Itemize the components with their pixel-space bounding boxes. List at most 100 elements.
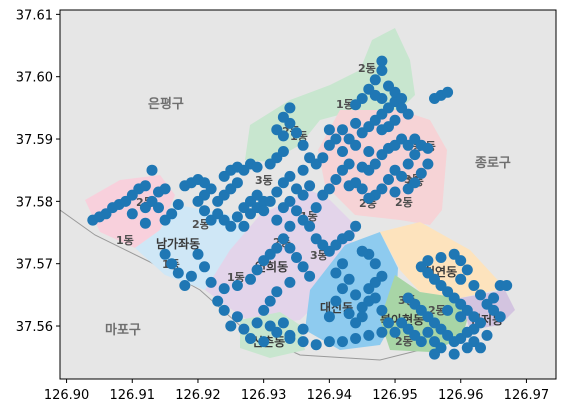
- scatter-point: [304, 180, 316, 192]
- scatter-point: [376, 55, 388, 67]
- scatter-point: [323, 311, 335, 323]
- scatter-point: [310, 339, 322, 351]
- scatter-point: [337, 258, 348, 270]
- scatter-point: [153, 202, 164, 214]
- scatter-point: [93, 211, 105, 223]
- scatter-point: [461, 264, 473, 276]
- scatter-point: [363, 192, 375, 204]
- axes-frame: [59, 9, 557, 380]
- y-tick-label: 37.56: [16, 320, 53, 335]
- scatter-point: [172, 267, 184, 279]
- scatter-point: [343, 308, 355, 320]
- scatter-point: [264, 295, 276, 307]
- scatter-point: [383, 174, 394, 185]
- scatter-point: [475, 342, 486, 354]
- scatter-point: [383, 317, 394, 329]
- scatter-point: [231, 211, 243, 223]
- scatter-point: [343, 133, 355, 145]
- scatter-point: [350, 117, 362, 129]
- map-label-subdistrict: 2동: [395, 196, 413, 209]
- scatter-point: [199, 205, 210, 217]
- scatter-point: [409, 177, 421, 189]
- x-tick-label: 126.96: [438, 388, 484, 403]
- scatter-point: [192, 248, 204, 260]
- scatter-point: [264, 195, 276, 207]
- scatter-point: [363, 329, 375, 341]
- scatter-point: [323, 183, 335, 195]
- y-tick-label: 37.58: [16, 195, 53, 210]
- y-tick-label: 37.59: [16, 133, 53, 148]
- scatter-point: [258, 205, 270, 217]
- scatter-point: [422, 255, 434, 267]
- scatter-point: [330, 295, 342, 307]
- scatter-point: [271, 214, 283, 226]
- scatter-point: [251, 161, 263, 173]
- scatter-point: [356, 245, 368, 257]
- scatter-point: [337, 336, 348, 348]
- scatter-point: [284, 102, 296, 114]
- scatter-point: [494, 311, 506, 323]
- scatter-point: [172, 199, 184, 210]
- map-label-district: 남가좌동: [156, 236, 200, 251]
- scatter-point: [284, 195, 296, 207]
- scatter-point: [455, 255, 467, 267]
- scatter-point: [396, 170, 408, 182]
- scatter-point: [166, 258, 178, 270]
- y-tick-label: 37.57: [16, 258, 53, 273]
- scatter-point: [323, 124, 335, 136]
- map-label-subdistrict: 1동: [116, 234, 134, 247]
- map-label-outer: 마포구: [105, 322, 141, 338]
- x-axis: 126.90 126.91 126.92 126.93 126.94 126.95 126.…: [44, 379, 549, 403]
- x-tick-label: 126.92: [175, 388, 221, 403]
- scatter-point: [317, 152, 329, 164]
- scatter-point: [284, 242, 296, 254]
- scatter-point: [264, 320, 276, 332]
- scatter-point: [277, 146, 289, 157]
- scatter-point: [304, 220, 316, 232]
- scatter-point: [139, 217, 151, 229]
- scatter-point: [218, 283, 230, 295]
- scatter-point: [376, 124, 388, 136]
- x-tick-label: 126.94: [307, 388, 353, 403]
- scatter-point: [376, 65, 388, 76]
- scatter-points: [87, 55, 513, 360]
- scatter-point: [337, 146, 348, 157]
- scatter-point: [271, 124, 283, 136]
- scatter-point: [350, 317, 362, 329]
- scatter-point: [277, 233, 289, 245]
- scatter-point: [291, 127, 302, 139]
- scatter-point: [455, 273, 467, 285]
- scatter-point: [179, 280, 191, 291]
- scatter-point: [159, 248, 171, 260]
- scatter-point: [376, 326, 388, 338]
- scatter-point: [159, 183, 171, 195]
- scatter-point: [251, 264, 263, 276]
- scatter-point: [337, 283, 348, 295]
- scatter-point: [192, 195, 204, 207]
- scatter-point: [376, 304, 388, 316]
- scatter-point: [212, 295, 224, 307]
- scatter-point: [422, 158, 434, 170]
- scatter-point: [199, 261, 210, 273]
- y-axis: 37.56 37.57 37.58 37.59 37.60 37.61: [16, 8, 60, 335]
- scatter-point: [337, 124, 348, 136]
- scatter-point: [271, 186, 283, 198]
- scatter-point: [369, 74, 381, 86]
- scatter-point: [369, 292, 381, 304]
- scatter-point: [258, 304, 270, 316]
- map-label-subdistrict: 3동: [255, 174, 273, 187]
- scatter-point: [415, 167, 427, 179]
- scatter-point: [205, 276, 217, 288]
- scatter-point: [461, 342, 473, 354]
- scatter-point: [442, 86, 454, 98]
- scatter-point: [277, 317, 289, 329]
- scatter-point: [468, 280, 480, 291]
- scatter-point: [350, 220, 362, 232]
- scatter-point: [297, 261, 309, 273]
- scatter-point: [139, 180, 151, 192]
- scatter-point: [501, 280, 513, 291]
- scatter-point: [291, 205, 302, 217]
- scatter-point: [369, 258, 381, 270]
- scatter-point: [310, 202, 322, 214]
